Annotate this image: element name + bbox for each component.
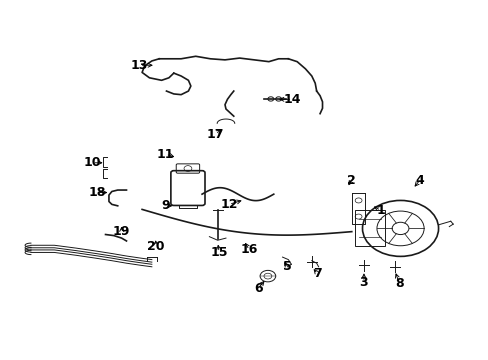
Text: 18: 18 [88,186,106,199]
Text: 17: 17 [206,127,224,141]
Text: 16: 16 [240,243,258,256]
Text: 13: 13 [131,59,148,72]
Text: 20: 20 [147,240,164,253]
Text: 11: 11 [157,148,174,161]
Text: 1: 1 [376,204,385,217]
Text: 5: 5 [283,260,291,273]
Text: 10: 10 [83,156,101,169]
Text: 9: 9 [161,199,169,212]
Text: 2: 2 [346,174,355,186]
Text: 12: 12 [220,198,237,211]
Text: 19: 19 [113,225,130,238]
Text: 15: 15 [210,246,227,259]
Text: 3: 3 [359,276,367,289]
Text: 8: 8 [394,278,403,291]
Text: 4: 4 [415,174,424,186]
Text: 14: 14 [283,93,301,106]
Text: 6: 6 [253,282,262,295]
Text: 7: 7 [313,267,322,280]
